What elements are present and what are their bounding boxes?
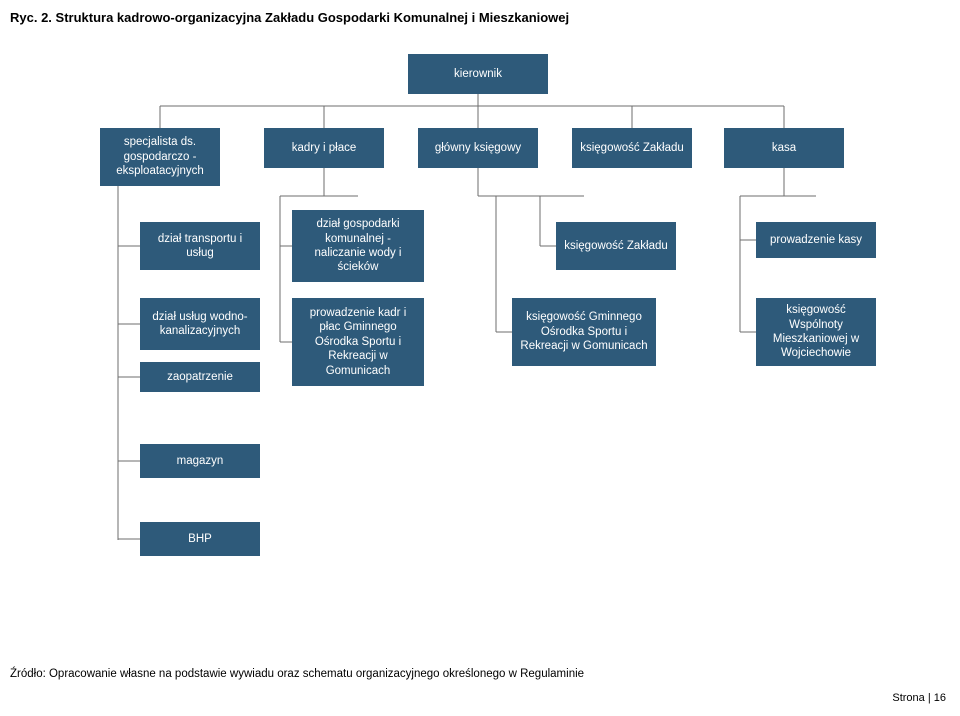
org-node-r4_4: księgowość Wspólnoty Mieszkaniowej w Woj… bbox=[756, 298, 876, 366]
org-node-r2_1: specjalista ds. gospodarczo - eksploatac… bbox=[100, 128, 220, 186]
org-node-r3_3: księgowość Zakładu bbox=[556, 222, 676, 270]
org-node-r2_3: główny księgowy bbox=[418, 128, 538, 168]
org-node-r3_2: dział gospodarki komunalnej - naliczanie… bbox=[292, 210, 424, 282]
org-node-r2_4: księgowość Zakładu bbox=[572, 128, 692, 168]
org-node-root: kierownik bbox=[408, 54, 548, 94]
org-node-r4_1b: zaopatrzenie bbox=[140, 362, 260, 392]
org-node-r3_4: prowadzenie kasy bbox=[756, 222, 876, 258]
source-footer: Źródło: Opracowanie własne na podstawie … bbox=[10, 668, 584, 680]
org-node-r5: magazyn bbox=[140, 444, 260, 478]
org-node-r3_1: dział transportu i usług bbox=[140, 222, 260, 270]
org-node-r4_3: księgowość Gminnego Ośrodka Sportu i Rek… bbox=[512, 298, 656, 366]
figure-title: Ryc. 2. Struktura kadrowo-organizacyjna … bbox=[10, 10, 960, 25]
org-node-r6: BHP bbox=[140, 522, 260, 556]
org-node-r2_5: kasa bbox=[724, 128, 844, 168]
org-node-r4_2: prowadzenie kadr i płac Gminnego Ośrodka… bbox=[292, 298, 424, 386]
org-node-r4_1a: dział usług wodno-kanalizacyjnych bbox=[140, 298, 260, 350]
page-number: Strona | 16 bbox=[892, 692, 946, 704]
org-node-r2_2: kadry i płace bbox=[264, 128, 384, 168]
